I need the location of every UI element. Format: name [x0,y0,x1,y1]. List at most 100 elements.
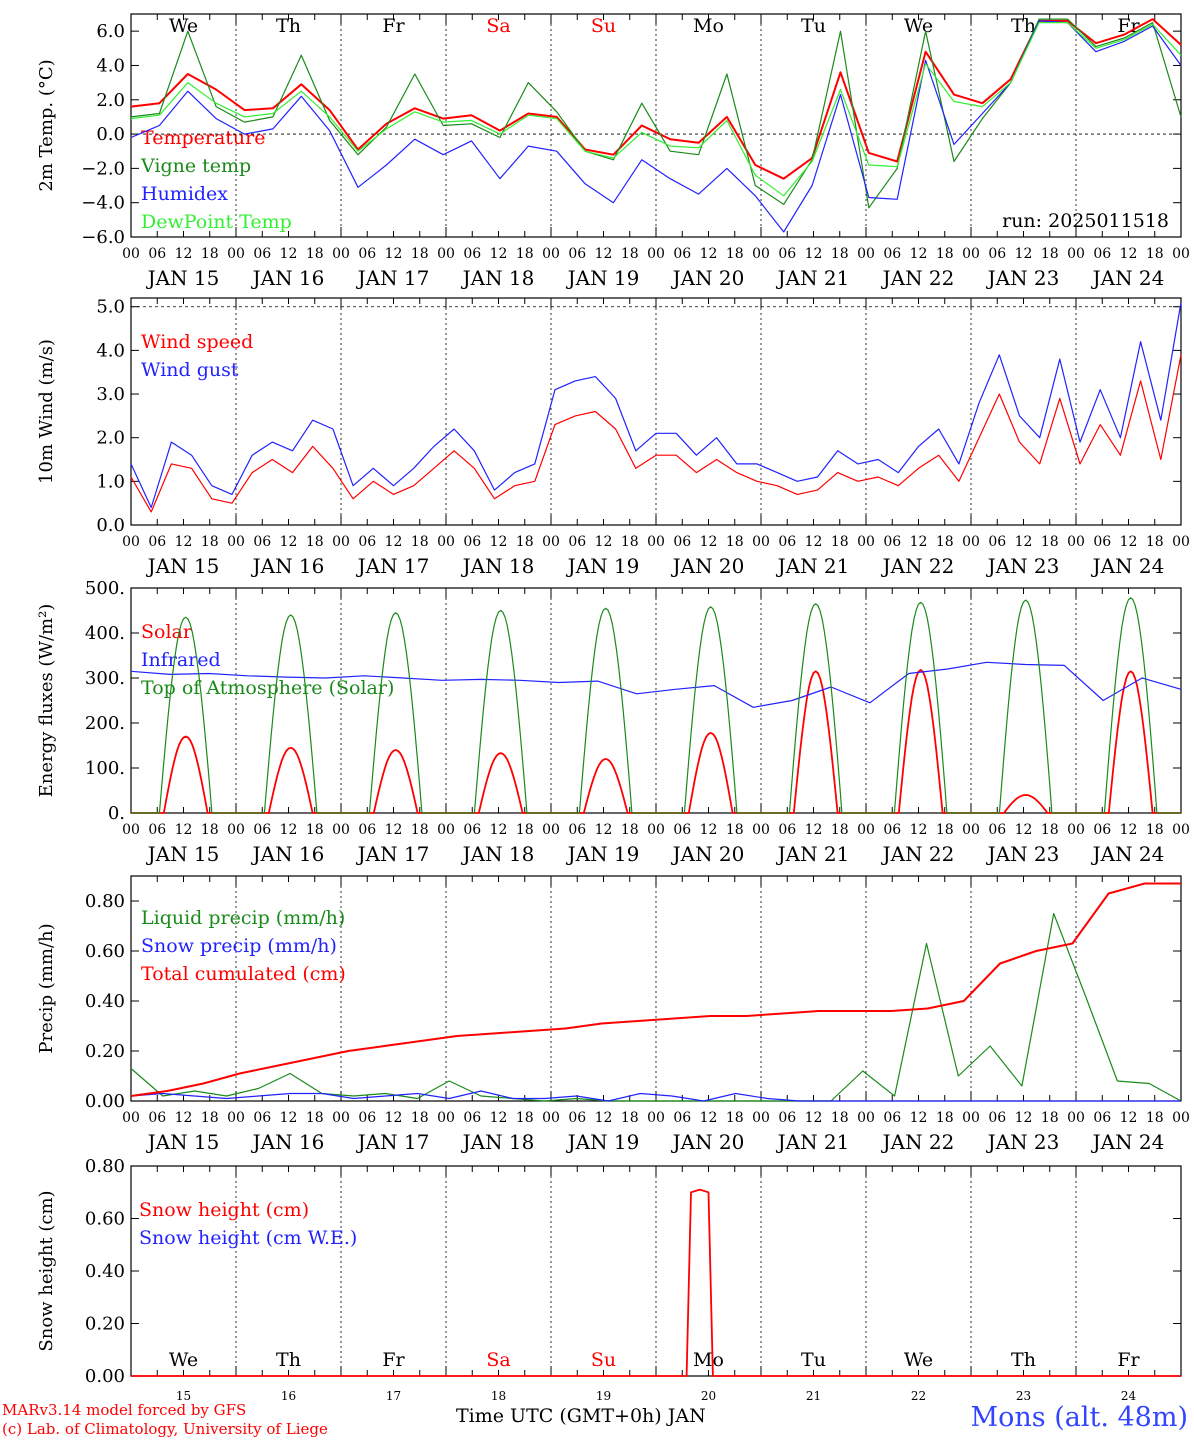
x-hour-label: 00 [227,1110,245,1126]
y-tick-label: 0.00 [85,1366,125,1387]
legend-entry: Snow height (cm) [139,1199,309,1221]
x-hour-label: 06 [253,1110,271,1126]
x-hour-label: 06 [568,822,586,838]
weekday-label: Su [591,15,616,37]
y-tick-label: 0.40 [85,1261,125,1282]
weekday-label: We [904,1349,933,1371]
x-date-label: JAN 16 [251,842,325,866]
x-hour-label: 12 [910,534,928,550]
x-hour-label: 06 [778,1110,796,1126]
x-date-label: JAN 19 [566,842,640,866]
x-hour-label: 00 [1067,1110,1085,1126]
x-hour-label: 00 [122,534,140,550]
x-hour-label: 06 [883,1110,901,1126]
x-axis-caption: Time UTC (GMT+0h) JAN [456,1405,706,1427]
x-date-label: JAN 18 [461,266,535,290]
y-tick-label: 0.60 [85,941,125,962]
x-hour-label: 06 [988,1110,1006,1126]
x-hour-label: 12 [805,822,823,838]
y-tick-label: 500. [85,578,125,599]
x-hour-label: 12 [1015,1110,1033,1126]
x-hour-label: 06 [673,246,691,262]
x-hour-label: 00 [857,1110,875,1126]
series-line-dewpoint-temp [130,22,1182,197]
x-hour-label: 06 [148,246,166,262]
lab-credit: (c) Lab. of Climatology, University of L… [2,1420,328,1438]
x-date-label: JAN 18 [461,554,535,578]
x-hour-label: 06 [673,534,691,550]
weekday-label: Fr [382,1349,405,1371]
x-hour-label: 00 [227,534,245,550]
x-hour-label: 06 [883,534,901,550]
x-date-label: JAN 22 [881,266,955,290]
y-tick-label: 2.0 [96,90,125,111]
y-tick-label: 0.80 [85,1156,125,1177]
y-tick-label: 2.0 [96,428,125,449]
legend-entry: Top of Atmosphere (Solar) [141,677,394,699]
series-line-top-of-atmosphere-solar- [131,597,1181,814]
weekday-label: We [904,15,933,37]
x-hour-label: 18 [936,822,954,838]
x-hour-label: 12 [385,822,403,838]
x-hour-label: 06 [1093,534,1111,550]
x-hour-label: 00 [647,822,665,838]
series-line-snow-height-cm- [131,1188,1181,1377]
x-hour-label: 12 [280,1110,298,1126]
x-hour-label: 00 [1067,246,1085,262]
x-hour-label: 18 [936,1110,954,1126]
x-hour-label: 12 [910,1110,928,1126]
x-hour-label: 00 [647,534,665,550]
plot-frame [130,297,1182,526]
x-hour-label: 18 [516,534,534,550]
x-hour-label: 00 [1067,534,1085,550]
series-line-liquid-precip-mm-h- [130,912,1182,1102]
x-hour-label: 18 [411,1110,429,1126]
x-hour-label: 12 [910,246,928,262]
legend-entry: Liquid precip (mm/h) [141,907,345,929]
x-hour-label: 06 [463,1110,481,1126]
x-hour-label: 00 [752,534,770,550]
x-hour-label: 18 [1041,822,1059,838]
x-hour-label: 06 [778,822,796,838]
x-hour-label: 06 [988,534,1006,550]
weekday-label: We [169,15,198,37]
x-hour-label: 00 [542,1110,560,1126]
run-annotation: run: 2025011518 [1002,210,1169,232]
x-date-label: JAN 22 [881,554,955,578]
x-hour-label: 18 [516,822,534,838]
x-hour-label: 06 [148,822,166,838]
x-hour-label: 18 [516,1110,534,1126]
y-tick-label: 100. [85,758,125,779]
x-hour-label: 00 [857,822,875,838]
x-hour-label: 12 [175,246,193,262]
x-hour-label: 18 [411,246,429,262]
y-axis-label: Precip (mm/h) [36,923,57,1053]
legend-entry: Vigne temp [140,155,251,177]
x-hour-label: 06 [253,822,271,838]
y-tick-label: 4.0 [96,55,125,76]
x-hour-label: 12 [1015,822,1033,838]
x-hour-label: 12 [595,822,613,838]
day-number-label: 16 [281,1389,296,1403]
x-date-label: JAN 22 [881,842,955,866]
y-tick-label: −4.0 [81,193,125,214]
x-hour-label: 06 [463,534,481,550]
x-hour-label: 06 [463,246,481,262]
x-date-label: JAN 20 [671,1130,745,1154]
y-tick-label: 5.0 [96,297,125,318]
x-date-label: JAN 15 [146,1130,220,1154]
legend-entry: DewPoint Temp [141,211,292,233]
x-hour-label: 18 [306,822,324,838]
weekday-label: Su [591,1349,616,1371]
x-hour-label: 00 [752,822,770,838]
x-hour-label: 00 [437,534,455,550]
series-line-humidex [130,20,1182,233]
x-hour-label: 18 [306,1110,324,1126]
y-axis-label: 2m Temp. (°C) [36,59,57,191]
day-number-label: 18 [491,1389,506,1403]
x-hour-label: 00 [1172,246,1190,262]
x-date-label: JAN 23 [986,266,1060,290]
x-hour-label: 12 [805,534,823,550]
weekday-label: Mo [693,15,724,37]
